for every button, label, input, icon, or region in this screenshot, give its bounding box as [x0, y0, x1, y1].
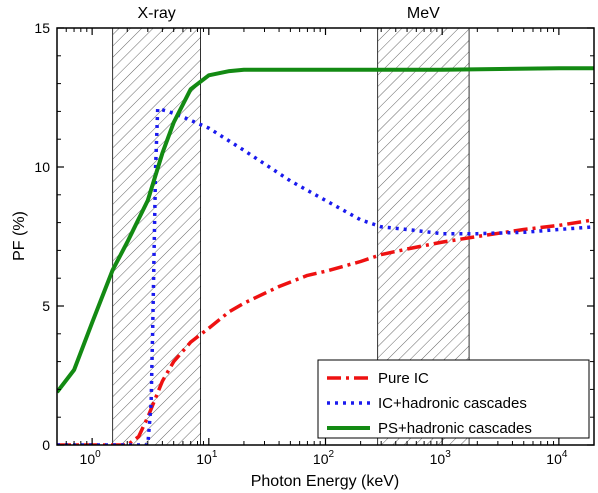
y-axis-title: PF (%) — [11, 211, 28, 261]
x-tick-mantissa: 10 — [546, 451, 562, 467]
x-tick-label-4: 104 — [546, 449, 568, 467]
x-tick-exponent: 3 — [445, 449, 451, 460]
legend-label-1: IC+hadronic cascades — [378, 395, 527, 412]
series-line-2 — [57, 66, 594, 394]
x-tick-label-3: 103 — [430, 449, 452, 467]
band-0 — [112, 27, 201, 446]
x-tick-mantissa: 10 — [313, 451, 329, 467]
x-tick-exponent: 1 — [212, 449, 218, 460]
x-axis-title: Photon Energy (keV) — [251, 473, 400, 490]
x-tick-label-2: 102 — [313, 449, 335, 467]
legend-label-0: Pure IC — [378, 370, 429, 387]
band-label-1: MeV — [407, 5, 440, 22]
x-tick-mantissa: 10 — [196, 451, 212, 467]
y-tick-label-1: 5 — [42, 298, 50, 314]
legend-label-2: PS+hadronic cascades — [378, 420, 532, 437]
x-tick-mantissa: 10 — [80, 451, 96, 467]
y-tick-label-2: 10 — [34, 159, 50, 175]
y-tick-label-3: 15 — [34, 20, 50, 36]
x-tick-label-1: 101 — [196, 449, 218, 467]
series-layer — [57, 66, 594, 445]
legend-box — [317, 359, 590, 439]
x-tick-mantissa: 10 — [430, 451, 446, 467]
x-tick-exponent: 0 — [95, 449, 101, 460]
y-tick-label-0: 0 — [42, 437, 50, 453]
x-tick-exponent: 2 — [329, 449, 335, 460]
x-tick-exponent: 4 — [562, 449, 568, 460]
legend-items: Pure IC IC+hadronic cascades PS+hadronic c… — [327, 370, 532, 437]
legend: Pure IC IC+hadronic cascades PS+hadronic c… — [317, 359, 590, 439]
x-tick-label-0: 100 — [80, 449, 102, 467]
band-label-0: X-ray — [138, 5, 176, 22]
